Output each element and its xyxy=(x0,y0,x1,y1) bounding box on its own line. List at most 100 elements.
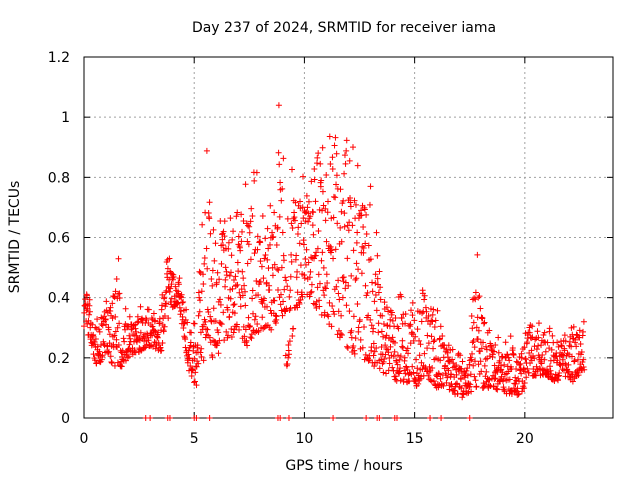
data-point xyxy=(134,319,141,326)
data-point xyxy=(374,275,381,282)
data-point xyxy=(208,275,215,282)
data-point xyxy=(374,252,381,259)
data-point xyxy=(554,339,561,346)
data-point xyxy=(209,282,216,289)
data-point xyxy=(521,385,528,392)
data-point xyxy=(468,356,475,363)
data-point xyxy=(561,332,568,339)
data-point xyxy=(176,304,183,311)
data-point xyxy=(370,325,377,332)
data-point xyxy=(112,313,119,320)
data-point xyxy=(166,415,173,421)
data-point xyxy=(399,343,406,350)
data-point xyxy=(298,289,305,296)
data-point xyxy=(130,322,137,329)
data-point xyxy=(499,353,506,360)
data-point xyxy=(397,353,404,360)
data-point xyxy=(541,338,548,345)
data-point xyxy=(449,356,456,363)
data-point xyxy=(235,268,242,275)
data-point xyxy=(234,209,241,216)
data-point xyxy=(538,342,545,349)
data-point xyxy=(160,328,167,335)
data-point xyxy=(95,326,102,333)
data-point xyxy=(86,296,93,303)
data-point xyxy=(239,268,246,275)
data-point xyxy=(467,371,474,378)
data-point xyxy=(410,337,417,344)
data-point xyxy=(245,314,252,321)
data-point xyxy=(581,366,588,373)
data-point xyxy=(372,271,379,278)
data-point xyxy=(346,157,353,164)
data-point xyxy=(121,338,128,345)
data-point xyxy=(443,372,450,379)
data-point xyxy=(313,160,320,167)
data-point xyxy=(437,357,444,364)
data-point xyxy=(233,321,240,328)
data-point xyxy=(229,236,236,243)
data-point xyxy=(411,317,418,324)
data-point xyxy=(314,154,321,161)
data-point xyxy=(333,150,340,157)
data-point xyxy=(331,311,338,318)
data-point xyxy=(116,295,123,302)
data-point xyxy=(363,415,370,421)
data-point xyxy=(564,350,571,357)
data-point xyxy=(247,323,254,330)
data-point xyxy=(562,338,569,345)
data-point xyxy=(376,415,383,421)
data-point xyxy=(195,360,202,367)
data-point xyxy=(556,370,563,377)
data-point xyxy=(375,289,382,296)
data-point xyxy=(274,224,281,231)
data-point xyxy=(470,338,477,345)
data-point xyxy=(365,242,372,249)
data-point xyxy=(221,218,228,225)
data-point xyxy=(192,369,199,376)
data-point xyxy=(353,260,360,267)
data-point xyxy=(370,340,377,347)
data-point xyxy=(378,344,385,351)
data-point xyxy=(206,334,213,341)
data-point xyxy=(493,385,500,392)
data-point xyxy=(266,287,273,294)
x-tick-label: 20 xyxy=(516,431,534,447)
data-point xyxy=(570,323,577,330)
data-point xyxy=(515,375,522,382)
data-point xyxy=(271,209,278,216)
data-point xyxy=(578,349,585,356)
data-point xyxy=(430,338,437,345)
data-point xyxy=(202,318,209,325)
data-point xyxy=(234,259,241,266)
data-point xyxy=(300,173,307,180)
data-point xyxy=(341,210,348,217)
data-point xyxy=(491,362,498,369)
data-point xyxy=(340,197,347,204)
data-point xyxy=(92,336,99,343)
data-point xyxy=(285,342,292,349)
data-point xyxy=(253,278,260,285)
data-point xyxy=(275,286,282,293)
data-point xyxy=(279,185,286,192)
data-point xyxy=(342,160,349,167)
data-point xyxy=(113,336,120,343)
data-point xyxy=(241,282,248,289)
data-point xyxy=(565,368,572,375)
data-point xyxy=(380,358,387,365)
data-point xyxy=(275,149,282,156)
data-point xyxy=(418,373,425,380)
data-point xyxy=(112,328,119,335)
data-point xyxy=(306,293,313,300)
data-point xyxy=(109,300,116,307)
data-point xyxy=(108,359,115,366)
data-point xyxy=(307,289,314,296)
data-point xyxy=(546,325,553,332)
data-point xyxy=(254,246,261,253)
data-point xyxy=(380,320,387,327)
data-point xyxy=(561,347,568,354)
data-point xyxy=(425,372,432,379)
data-point xyxy=(296,240,303,247)
data-point xyxy=(465,389,472,396)
data-point xyxy=(195,289,202,296)
